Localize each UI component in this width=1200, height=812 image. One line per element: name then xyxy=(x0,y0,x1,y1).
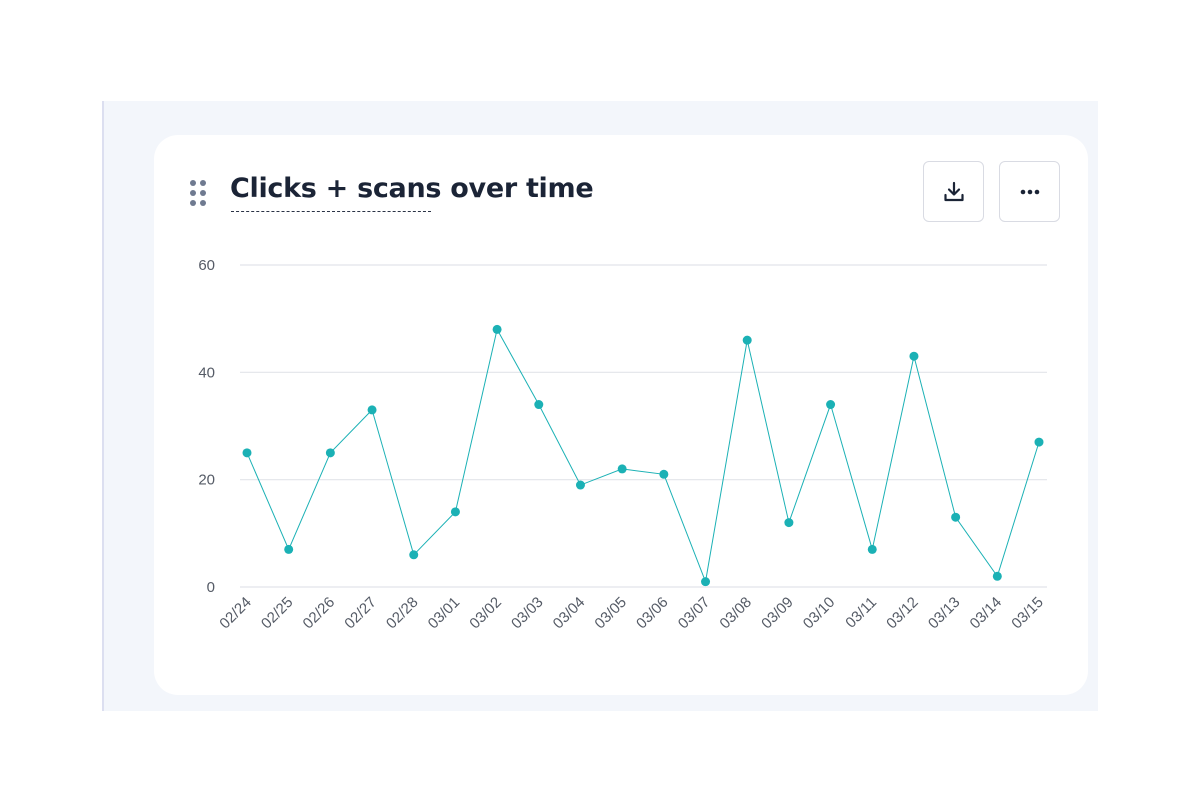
x-tick-label: 03/11 xyxy=(842,594,880,632)
drag-handle-icon[interactable] xyxy=(190,180,208,208)
data-point[interactable] xyxy=(242,448,252,458)
x-tick-label: 02/24 xyxy=(216,594,255,633)
data-point[interactable] xyxy=(325,448,335,458)
download-icon xyxy=(943,181,964,201)
data-point[interactable] xyxy=(742,335,752,345)
x-tick-label: 03/10 xyxy=(800,594,839,633)
data-point[interactable] xyxy=(701,577,711,587)
data-point[interactable] xyxy=(575,480,585,490)
more-options-button[interactable] xyxy=(999,161,1060,222)
data-point[interactable] xyxy=(1034,437,1044,447)
more-horizontal-icon xyxy=(1020,189,1039,194)
data-point[interactable] xyxy=(450,507,460,517)
data-point[interactable] xyxy=(409,550,419,560)
y-tick-label: 20 xyxy=(198,472,215,489)
data-point[interactable] xyxy=(659,469,669,479)
x-tick-label: 03/01 xyxy=(425,594,464,633)
x-tick-label: 02/26 xyxy=(300,594,339,633)
chart-title[interactable]: Clicks + scans over time xyxy=(230,173,594,204)
x-tick-label: 03/15 xyxy=(1008,594,1047,633)
y-tick-label: 60 xyxy=(198,257,215,274)
x-tick-label: 03/06 xyxy=(633,594,672,633)
data-point[interactable] xyxy=(992,571,1002,581)
data-point[interactable] xyxy=(784,518,794,528)
x-tick-label: 02/28 xyxy=(383,594,422,633)
data-point[interactable] xyxy=(534,400,544,410)
x-tick-label: 03/05 xyxy=(591,594,630,633)
title-underline xyxy=(231,211,431,212)
x-tick-label: 03/03 xyxy=(508,594,547,633)
y-tick-label: 40 xyxy=(198,364,215,381)
data-point[interactable] xyxy=(617,464,627,474)
x-tick-label: 02/25 xyxy=(258,594,297,633)
x-tick-label: 03/04 xyxy=(550,594,589,633)
x-tick-label: 03/07 xyxy=(675,594,714,633)
data-point[interactable] xyxy=(867,544,877,554)
download-button[interactable] xyxy=(923,161,984,222)
x-tick-label: 03/14 xyxy=(967,594,1006,633)
data-point[interactable] xyxy=(492,324,502,334)
data-point[interactable] xyxy=(826,400,836,410)
y-tick-label: 0 xyxy=(207,579,215,596)
x-tick-label: 03/08 xyxy=(716,594,755,633)
data-point[interactable] xyxy=(284,544,294,554)
data-point[interactable] xyxy=(909,351,919,361)
x-tick-label: 03/12 xyxy=(883,594,922,633)
data-point[interactable] xyxy=(367,405,377,415)
x-tick-label: 03/09 xyxy=(758,594,797,633)
x-tick-label: 03/02 xyxy=(466,594,505,633)
x-tick-label: 03/13 xyxy=(925,594,964,633)
series-line xyxy=(246,328,1040,584)
x-tick-label: 02/27 xyxy=(341,594,380,633)
data-point[interactable] xyxy=(951,512,961,522)
chart-card: Clicks + scans over time xyxy=(154,135,1088,695)
